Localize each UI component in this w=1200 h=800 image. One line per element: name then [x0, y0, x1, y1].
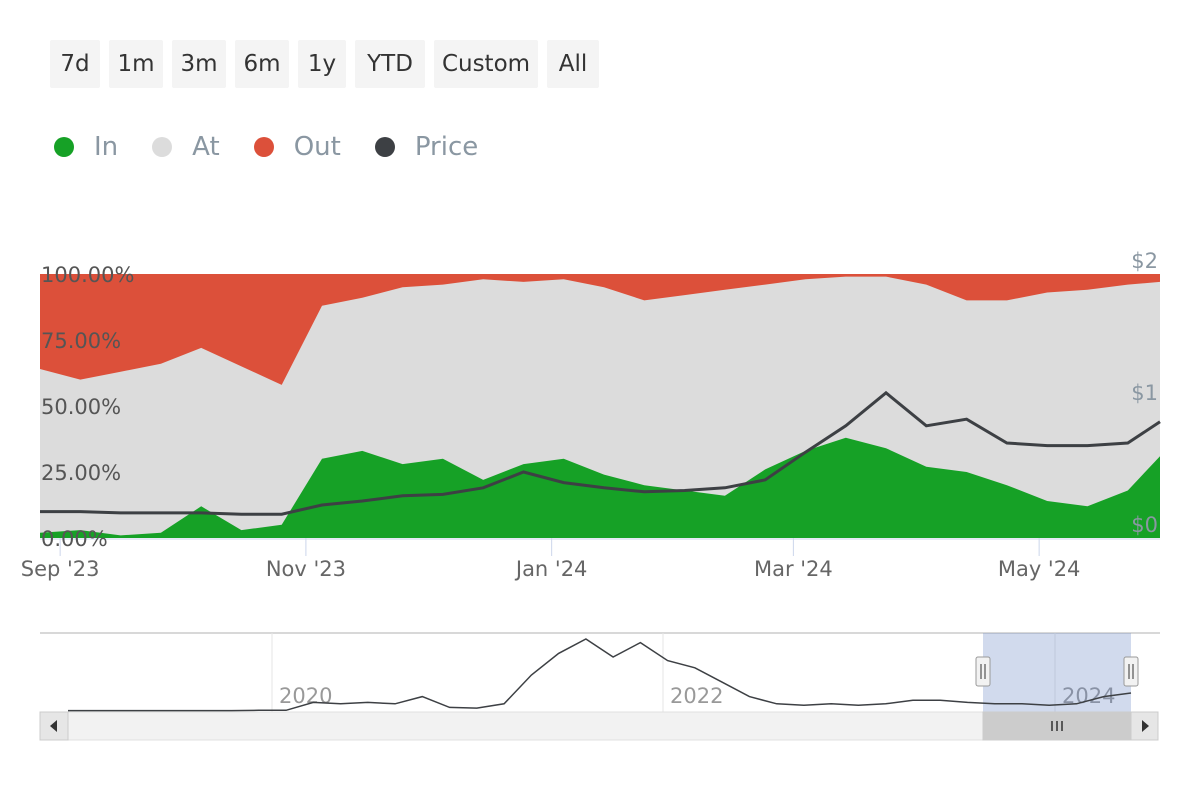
plot-area: Sep '23 Nov '23 Jan '24 Mar '24 May '24 0.00%…: [21, 249, 1161, 581]
x-tick-label: May '24: [998, 557, 1081, 581]
chart-legend: In At Out Price: [54, 132, 478, 162]
scroll-right-arrow-icon: [1142, 720, 1149, 732]
scroll-left-arrow-icon: [50, 720, 57, 732]
legend-label-in: In: [94, 132, 119, 162]
range-button-custom[interactable]: Custom: [434, 40, 538, 88]
legend-dot-price: [374, 137, 395, 157]
range-selector: 7d 1m 3m 6m 1y YTD Custom All: [50, 40, 599, 88]
range-button-1y[interactable]: 1y: [298, 40, 346, 88]
y-left-tick-label: 0.00%: [41, 527, 108, 551]
scrollbar-track: [39, 711, 1159, 741]
range-button-6m[interactable]: 6m: [235, 40, 289, 88]
y-right-tick-label: $1: [1131, 381, 1158, 405]
range-button-3m[interactable]: 3m: [172, 40, 226, 88]
navigator-handle-right[interactable]: [1123, 656, 1139, 687]
legend-label-at: At: [192, 132, 220, 162]
y-left-tick-label: 50.00%: [41, 395, 121, 419]
x-tick-label: Jan '24: [514, 557, 588, 581]
scrollbar-left-button[interactable]: [39, 711, 69, 741]
legend-dot-in: [54, 137, 74, 157]
x-tick-label: Nov '23: [266, 557, 346, 581]
range-button-7d[interactable]: 7d: [50, 40, 100, 88]
price-line: [40, 390, 1161, 516]
y-left-tick-label: 75.00%: [41, 329, 121, 353]
range-button-all[interactable]: All: [547, 40, 599, 88]
x-tick-label: Sep '23: [21, 557, 100, 581]
x-tick-label: Mar '24: [754, 557, 833, 581]
y-right-tick-label: $2: [1131, 249, 1158, 273]
range-button-ytd[interactable]: YTD: [355, 40, 425, 88]
range-button-1m[interactable]: 1m: [109, 40, 163, 88]
legend-item-out[interactable]: Out: [253, 132, 341, 162]
y-left-tick-label: 100.00%: [41, 263, 134, 287]
legend-dot-out: [253, 137, 274, 157]
navigator-series: [68, 638, 1132, 712]
legend-item-price[interactable]: Price: [374, 132, 479, 162]
legend-label-price: Price: [414, 132, 479, 162]
navigator-tick-label: 2022: [670, 684, 723, 708]
legend-item-at[interactable]: At: [152, 132, 220, 162]
legend-dot-at: [152, 137, 173, 157]
navigator: 202020222024: [39, 632, 1160, 741]
y-right-tick-label: $0: [1131, 513, 1158, 537]
y-left-tick-label: 25.00%: [41, 461, 121, 485]
navigator-mask: [983, 633, 1131, 712]
legend-label-out: Out: [293, 132, 341, 162]
legend-item-in[interactable]: In: [54, 132, 118, 162]
navigator-handle-left[interactable]: [975, 656, 991, 687]
